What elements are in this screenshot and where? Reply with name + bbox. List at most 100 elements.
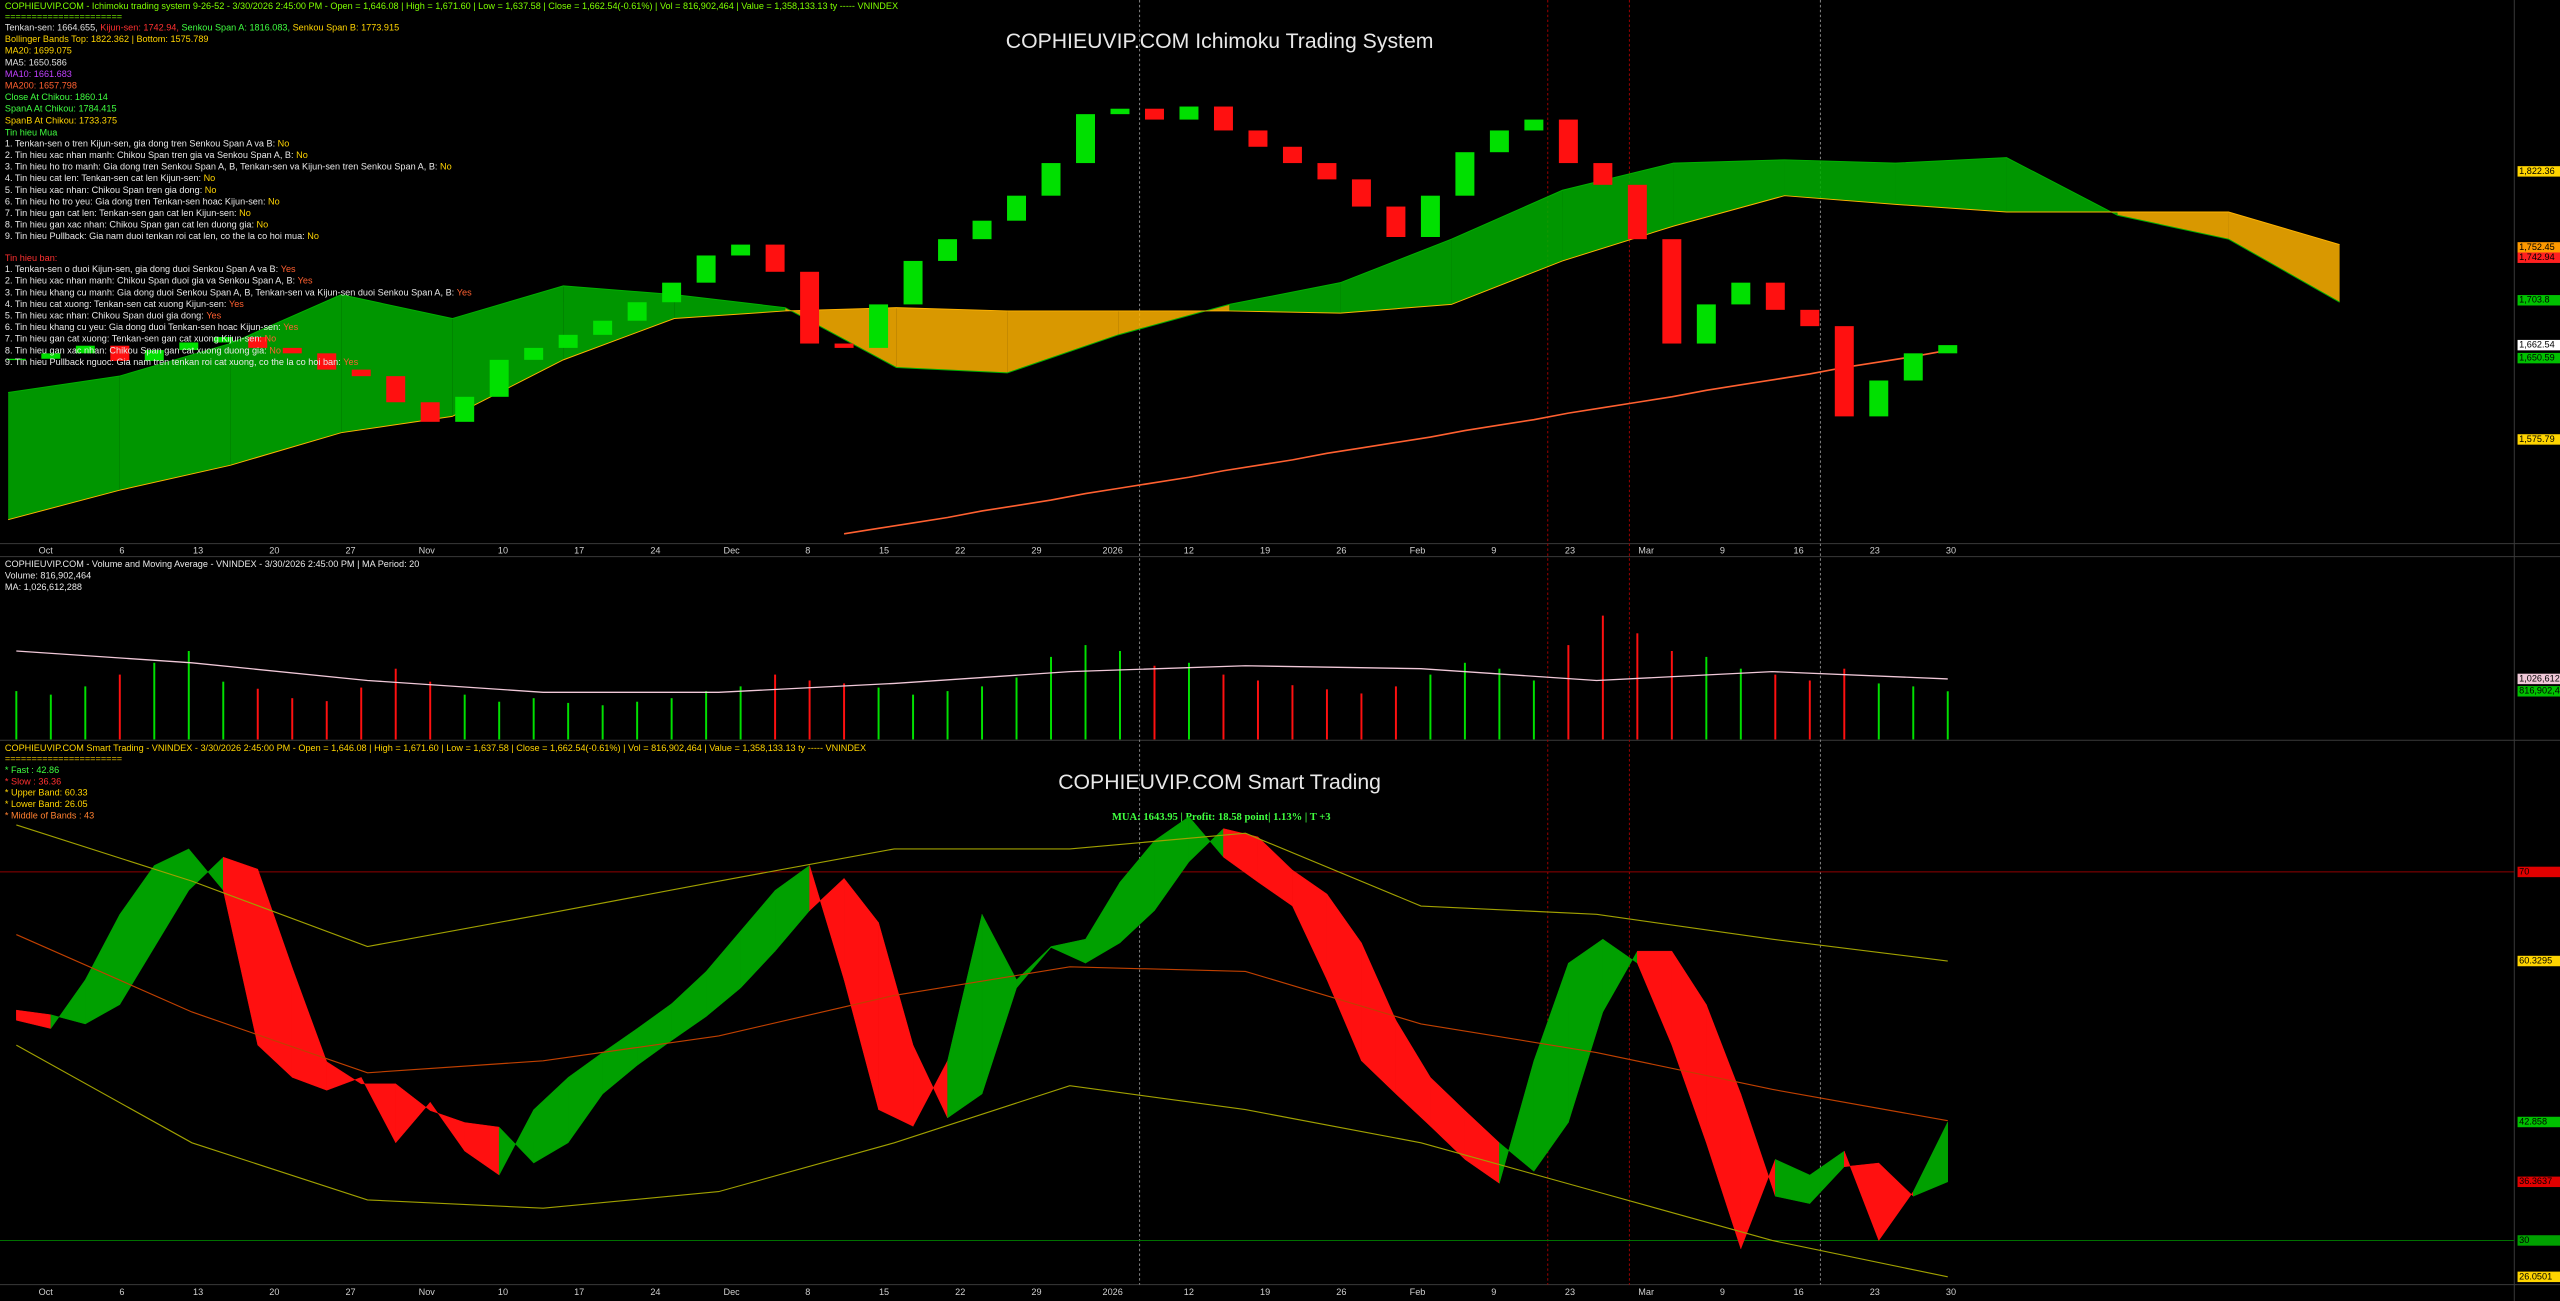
indicator-text: MA5: 1650.586: [5, 58, 67, 68]
x-tick-label: 26: [1336, 545, 1346, 555]
x-tick-label: 30: [1946, 1287, 1956, 1297]
x-tick-label: 24: [650, 545, 660, 555]
kumo-cloud: [1673, 159, 1785, 227]
x-tick-label: 9: [1491, 1287, 1496, 1297]
volume-bar: [1601, 615, 1604, 740]
indicator-text: MA200: 1657.798: [5, 81, 77, 91]
indicator-text: MA10: 1661.683: [5, 69, 72, 79]
kumo-cloud: [341, 294, 453, 433]
x-tick-label: 6: [119, 1287, 124, 1297]
price-label: 1,822.36: [2519, 166, 2555, 176]
volume-bar: [1912, 686, 1915, 740]
price-label: 1,752.45: [2519, 242, 2555, 252]
volume-ma-text: MA: 1,026,612,288: [5, 582, 82, 592]
volume-label: 816,902,464: [2519, 686, 2560, 696]
x-tick-label: 16: [1794, 545, 1804, 555]
signal-line: 9. Tin hieu Pullback: Gia nam duoi tenka…: [5, 232, 319, 242]
volume-bar: [601, 705, 604, 740]
senkou-span-a: [8, 157, 2340, 393]
kumo-cloud: [1229, 282, 1341, 314]
signal-answer: No: [278, 139, 290, 149]
volume-bar: [1429, 674, 1432, 740]
volume-label-box: [2517, 686, 2560, 697]
volume-bar: [1946, 691, 1949, 740]
candle: [696, 255, 716, 283]
x-tick-label: Mar: [1638, 1287, 1654, 1297]
candle: [1869, 380, 1889, 417]
volume-bar: [636, 701, 639, 740]
x-tick-label: 9: [1720, 1287, 1725, 1297]
x-tick-label: Nov: [419, 545, 436, 555]
signal-line: 8. Tin hieu gan xac nhan: Chikou Span ga…: [5, 220, 268, 230]
chart-title: COPHIEUVIP.COM Smart Trading: [1058, 771, 1381, 794]
indicator-segment: Close At Chikou: 1860.14: [5, 93, 108, 103]
x-tick-label: Mar: [1638, 545, 1654, 555]
x-tick-label: 22: [955, 1287, 965, 1297]
signal-line: 1. Tenkan-sen o duoi Kijun-sen, gia dong…: [5, 265, 296, 275]
signal-text: 8. Tin hieu gan xac nhan: Chikou Span ga…: [5, 220, 257, 230]
signal-text: 4. Tin hieu cat xuong: Tenkan-sen cat xu…: [5, 299, 229, 309]
session-markers: [1139, 0, 1821, 1285]
volume-bar: [532, 698, 535, 740]
signal-line: 3. Tin hieu ho tro manh: Gia dong tren S…: [5, 162, 452, 172]
indicator-segment: Senkou Span A: 1816.083,: [181, 23, 292, 33]
candle: [75, 345, 95, 354]
band-line: [16, 824, 1948, 962]
x-tick-label: Dec: [724, 545, 741, 555]
volume-bar: [463, 694, 466, 740]
signal-answer: No: [307, 232, 319, 242]
candle: [1455, 152, 1475, 196]
volume-bar: [1808, 680, 1811, 740]
volume-bar: [153, 662, 156, 740]
candle: [420, 402, 440, 422]
x-tick-label: 27: [345, 545, 355, 555]
signal-line: 1. Tenkan-sen o tren Kijun-sen, gia dong…: [5, 139, 289, 149]
signal-line: 2. Tin hieu xac nhan manh: Chikou Span t…: [5, 150, 308, 160]
volume-bar: [1050, 656, 1052, 740]
candle: [1110, 108, 1130, 115]
indicator-text: Bollinger Bands Top: 1822.362 | Bottom: …: [5, 35, 209, 45]
volume-header: COPHIEUVIP.COM - Volume and Moving Avera…: [5, 559, 419, 569]
signal-line: 6. Tin hieu khang cu yeu: Gia dong duoi …: [5, 323, 299, 333]
volume-bar: [1463, 662, 1466, 740]
candle: [765, 244, 785, 272]
signal-answer: Yes: [457, 288, 472, 298]
indicator-label-box: [2517, 866, 2560, 878]
volume-bar: [394, 668, 397, 740]
candle: [1317, 163, 1337, 180]
price-label: 1,575.79: [2519, 434, 2555, 444]
kumo-cloud: [452, 285, 564, 417]
candle: [834, 343, 854, 348]
volume-label-box: [2517, 673, 2560, 685]
kumo-cloud: [896, 307, 1008, 373]
kumo-cloud: [8, 376, 120, 520]
signal-line: 6. Tin hieu ho tro yeu: Gia dong tren Te…: [5, 197, 280, 207]
signal-text: 1. Tenkan-sen o duoi Kijun-sen, gia dong…: [5, 265, 281, 275]
indicator-label: 26.0501: [2519, 1271, 2552, 1281]
volume-bar: [1774, 674, 1777, 740]
volume-bar: [256, 688, 259, 740]
price-label: 1,703.8: [2519, 295, 2549, 305]
price-label-box: [2517, 434, 2560, 445]
indicator-label: 36.3637: [2519, 1176, 2552, 1186]
volume-bar: [912, 694, 915, 740]
x-tick-label: Feb: [1410, 545, 1426, 555]
candle: [386, 376, 406, 403]
volume-bar: [1567, 645, 1570, 740]
volume-bar: [84, 686, 87, 740]
candle: [351, 369, 371, 377]
candle: [524, 347, 544, 360]
indicator-label-box: [2517, 1116, 2560, 1128]
indicator-segment: SpanB At Chikou: 1733.375: [5, 116, 117, 126]
signal-answer: Yes: [229, 299, 244, 309]
volume-bar: [567, 702, 570, 740]
candle: [972, 220, 992, 240]
param-text: * Lower Band: 26.05: [5, 799, 88, 809]
signal-line: 8. Tin hieu gan xac nhan: Chikou Span ga…: [5, 346, 281, 356]
candle: [1524, 119, 1544, 131]
volume-bar: [187, 651, 190, 740]
candle: [1938, 345, 1958, 354]
volume-bar: [1325, 689, 1328, 740]
signal-text: 3. Tin hieu ho tro manh: Gia dong tren S…: [5, 162, 440, 172]
